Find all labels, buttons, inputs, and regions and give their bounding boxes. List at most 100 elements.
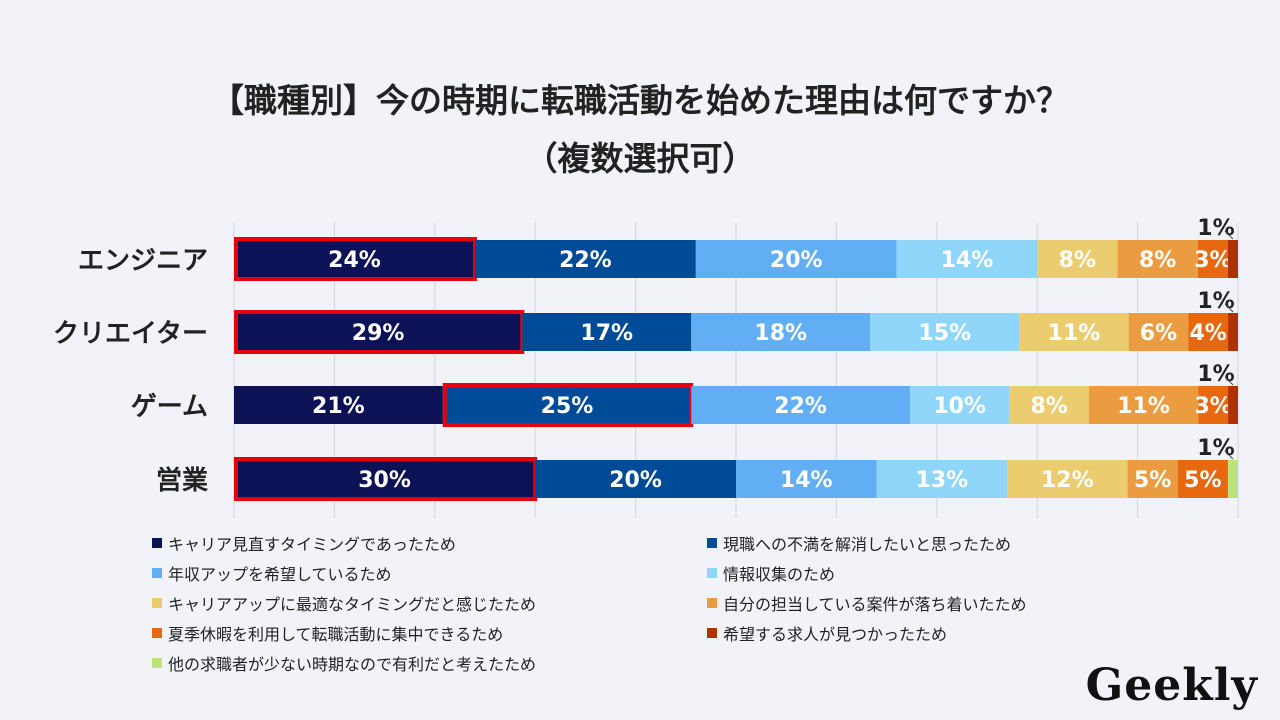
- data-label: 6%: [1140, 321, 1177, 346]
- data-label: 12%: [1041, 468, 1094, 493]
- legend-label: 現職への不満を解消したいと思ったため: [723, 535, 1012, 554]
- legend-label: 自分の担当している案件が落ち着いたため: [723, 595, 1027, 614]
- bar-segment: [1227, 460, 1238, 498]
- data-label: 3%: [1194, 248, 1231, 273]
- geekly-logo: Geekly: [1085, 660, 1258, 711]
- data-label: 8%: [1059, 248, 1096, 273]
- bar-segment: [691, 386, 910, 424]
- legend-item: 現職への不満を解消したいと思ったため: [707, 531, 1011, 555]
- legend-item: 情報収集のため: [707, 561, 835, 585]
- data-label: 18%: [754, 321, 807, 346]
- leader-line: [1224, 376, 1234, 386]
- legend-swatch: [707, 538, 717, 548]
- bar-segment: [695, 240, 897, 278]
- data-label: 14%: [941, 248, 994, 273]
- data-label: 1%: [1197, 362, 1234, 387]
- legend-swatch: [152, 598, 162, 608]
- bar-segment: [1227, 240, 1238, 278]
- bar-segment: [1019, 313, 1129, 351]
- data-label: 1%: [1197, 289, 1234, 314]
- bar-segment: [1128, 313, 1189, 351]
- bar-segment: [234, 240, 475, 278]
- bar-segment: [1177, 460, 1228, 498]
- bar-segment: [1007, 460, 1128, 498]
- legend-swatch: [152, 628, 162, 638]
- data-label: 30%: [358, 468, 411, 493]
- bar-segment: [1197, 240, 1228, 278]
- legend-label: キャリアアップに最適なタイミングだと感じたため: [168, 595, 537, 614]
- legend-swatch: [152, 538, 162, 548]
- data-label: 13%: [915, 468, 968, 493]
- data-label: 14%: [780, 468, 833, 493]
- data-label: 8%: [1030, 394, 1067, 419]
- legend-item: 年収アップを希望しているため: [152, 561, 392, 585]
- data-label: 29%: [352, 321, 405, 346]
- legend-label: 夏季休暇を利用して転職活動に集中できるため: [168, 625, 504, 644]
- bar-segment: [234, 386, 443, 424]
- data-label: 4%: [1189, 321, 1226, 346]
- category-label: エンジニア: [78, 246, 208, 276]
- bar-segment: [1088, 386, 1199, 424]
- legend-swatch: [152, 568, 162, 578]
- data-label: 20%: [609, 468, 662, 493]
- data-label: 25%: [541, 394, 594, 419]
- legend-label: 年収アップを希望しているため: [168, 565, 392, 584]
- leader-line: [1224, 230, 1234, 240]
- bar-segment: [1127, 460, 1178, 498]
- leader-line: [1224, 303, 1234, 313]
- title-line-1: 【職種別】今の時期に転職活動を始めた理由は何ですか？: [211, 81, 1069, 120]
- bar-segment: [535, 460, 736, 498]
- data-label: 20%: [770, 248, 823, 273]
- bar-segment: [870, 313, 1020, 351]
- bar-segment: [1037, 240, 1118, 278]
- legend-label: 希望する求人が見つかったため: [723, 625, 948, 644]
- bar-segment: [522, 313, 692, 351]
- legend-label: キャリア見直すタイミングであったため: [168, 535, 456, 554]
- legend-label: 他の求職者が少ない時期なので有利だと考えたため: [168, 655, 537, 674]
- leader-line: [1224, 450, 1234, 460]
- bar-segment: [1198, 386, 1229, 424]
- legend-item: キャリアアップに最適なタイミングだと感じたため: [152, 591, 536, 615]
- legend-item: 他の求職者が少ない時期なので有利だと考えたため: [152, 651, 536, 675]
- data-label: 21%: [312, 394, 365, 419]
- data-label: 22%: [559, 248, 612, 273]
- legend-label: 情報収集のため: [723, 565, 836, 584]
- data-label: 5%: [1184, 468, 1221, 493]
- data-label: 15%: [918, 321, 971, 346]
- data-label: 24%: [328, 248, 381, 273]
- legend-swatch: [707, 598, 717, 608]
- bar-segment: [909, 386, 1010, 424]
- data-label: 1%: [1197, 436, 1234, 461]
- bar-segment: [1188, 313, 1229, 351]
- bar-segment: [1228, 313, 1238, 351]
- bar-segment: [736, 460, 877, 498]
- data-label: 8%: [1139, 248, 1176, 273]
- data-label: 5%: [1134, 468, 1171, 493]
- data-label: 11%: [1117, 394, 1170, 419]
- legend-swatch: [707, 628, 717, 638]
- data-label: 22%: [774, 394, 827, 419]
- legend-item: 夏季休暇を利用して転職活動に集中できるため: [152, 621, 503, 645]
- category-label: 営業: [156, 466, 208, 496]
- legend-item: キャリア見直すタイミングであったため: [152, 531, 456, 555]
- bar-segment: [896, 240, 1038, 278]
- bar-segment: [691, 313, 871, 351]
- category-label: ゲーム: [131, 392, 208, 422]
- data-label: 17%: [580, 321, 633, 346]
- bar-segment: [234, 313, 523, 351]
- bar-segment: [234, 460, 536, 498]
- bar-segment: [1009, 386, 1089, 424]
- bar-segment: [876, 460, 1008, 498]
- data-label: 1%: [1197, 216, 1234, 241]
- data-label: 3%: [1194, 394, 1231, 419]
- bar-segment: [1228, 386, 1238, 424]
- data-label: 10%: [933, 394, 986, 419]
- chart-title: 【職種別】今の時期に転職活動を始めた理由は何ですか？ （複数選択可）: [0, 72, 1280, 188]
- bar-segment: [474, 240, 696, 278]
- legend-swatch: [152, 658, 162, 668]
- legend-item: 希望する求人が見つかったため: [707, 621, 947, 645]
- legend-swatch: [707, 568, 717, 578]
- data-label: 11%: [1048, 321, 1101, 346]
- bar-segment: [1117, 240, 1198, 278]
